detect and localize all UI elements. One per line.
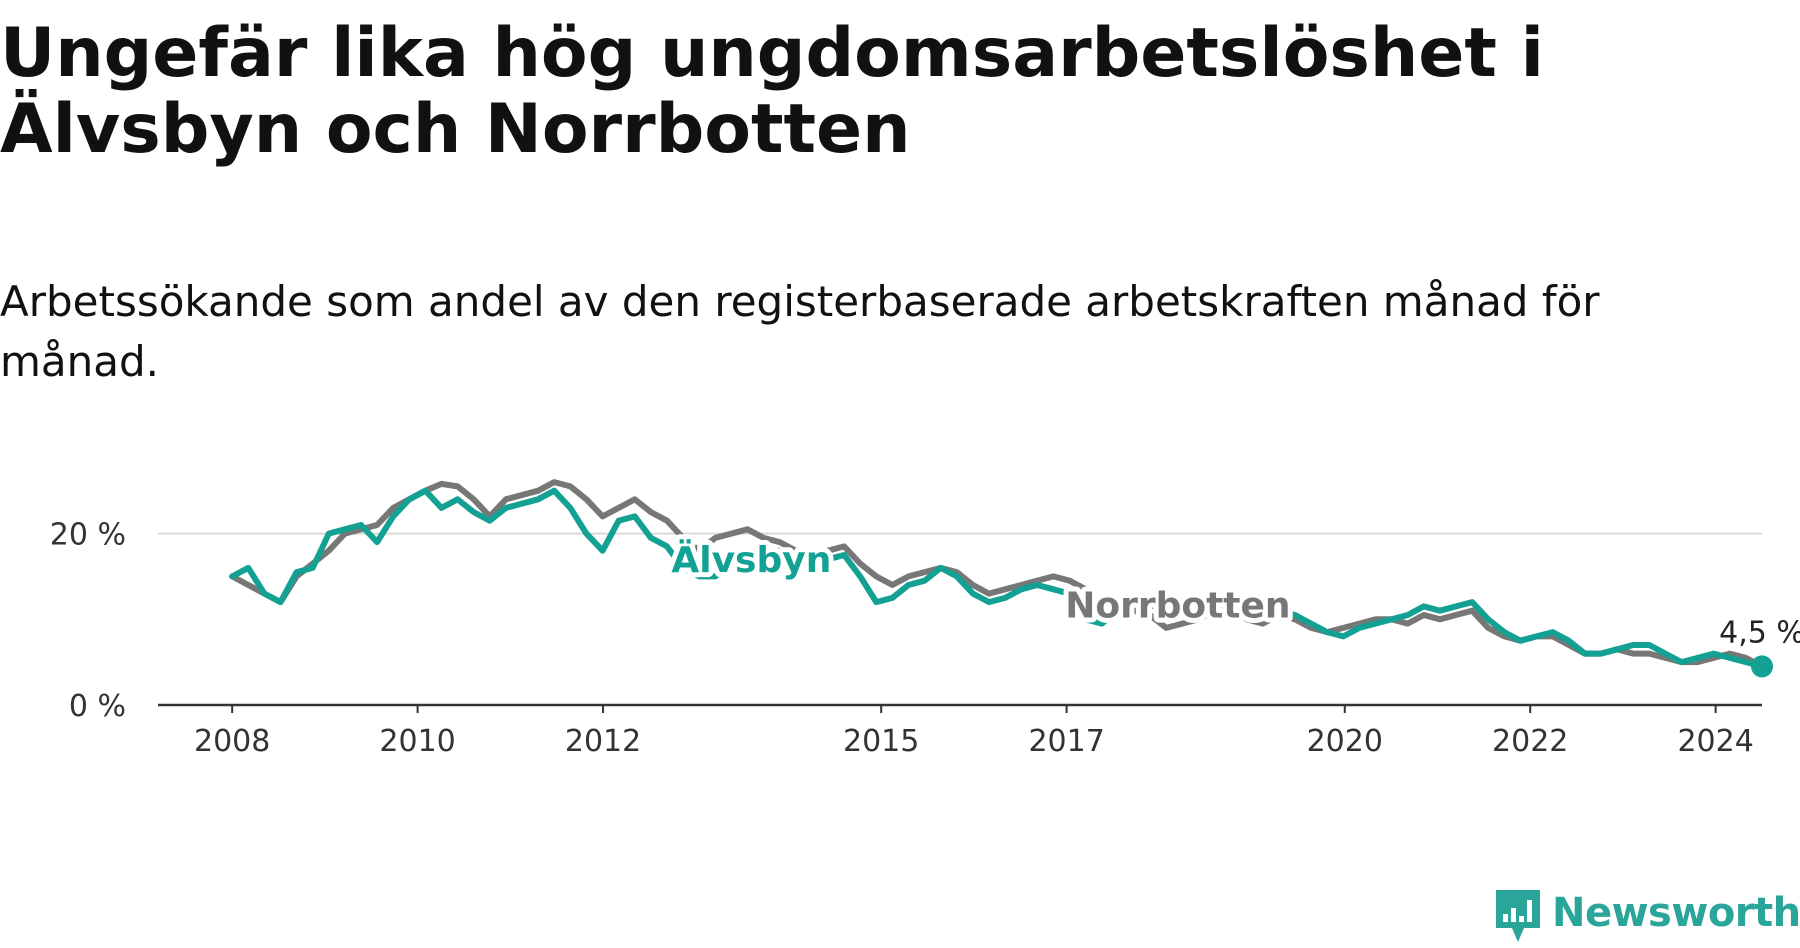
chart-subtitle: Arbetssökande som andel av den registerb… — [0, 277, 1600, 386]
x-tick-label: 2010 — [379, 724, 455, 759]
y-tick-label: 20 % — [50, 518, 126, 553]
x-tick-label: 2022 — [1492, 724, 1568, 759]
end-value-label: 4,5 % — [1719, 615, 1800, 650]
series-line-alvsbyn — [229, 487, 1765, 670]
series-label-norrbotten: Norrbotten — [1065, 586, 1290, 627]
newsworthy-logo-icon — [1496, 890, 1540, 942]
series-line-norrbotten — [229, 479, 1765, 670]
x-tick-label: 2012 — [565, 724, 641, 759]
line-chart: 0 % 20 % 2008 2010 2012 2015 2017 2020 2022 2024 4… — [50, 479, 1800, 759]
x-tick-label: 2024 — [1677, 724, 1753, 759]
x-tick-label: 2020 — [1307, 724, 1383, 759]
newsworthy-logo: Newsworthy — [1494, 888, 1800, 944]
y-tick-label: 0 % — [69, 689, 126, 724]
x-tick-label: 2008 — [194, 724, 270, 759]
chart-title: Ungefär lika hög ungdomsarbetslöshet i Ä… — [0, 14, 1544, 169]
end-point-marker — [1751, 655, 1773, 678]
newsworthy-logo-text: Newsworthy — [1552, 890, 1800, 936]
x-tick-label: 2017 — [1028, 724, 1104, 759]
x-tick-label: 2015 — [843, 724, 919, 759]
series-label-alvsbyn: Älvsbyn — [671, 539, 831, 581]
